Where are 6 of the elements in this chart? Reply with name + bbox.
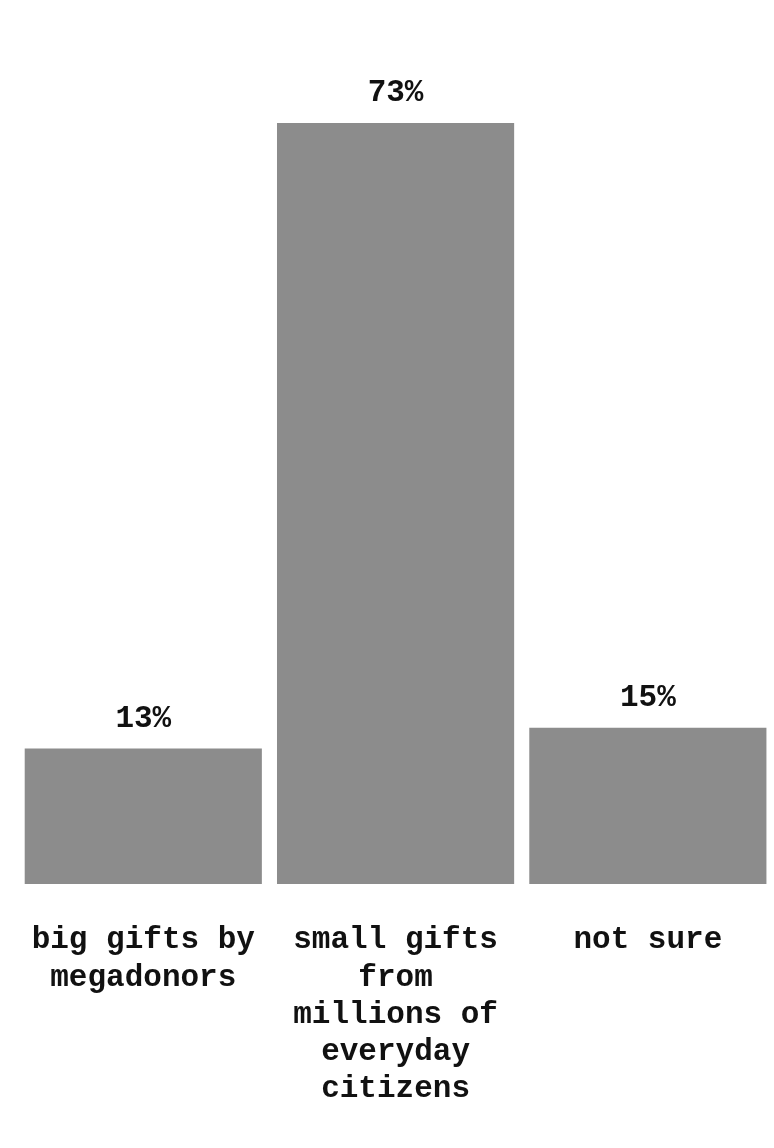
x-tick-label: big gifts by megadonors (31, 922, 256, 995)
x-tick-label: small gifts from millions of everyday citizens (293, 922, 498, 1107)
data-label: 73% (367, 75, 424, 111)
data-label: 13% (115, 700, 172, 736)
x-tick-label: not sure (573, 922, 723, 958)
data-label: 15% (619, 679, 677, 715)
